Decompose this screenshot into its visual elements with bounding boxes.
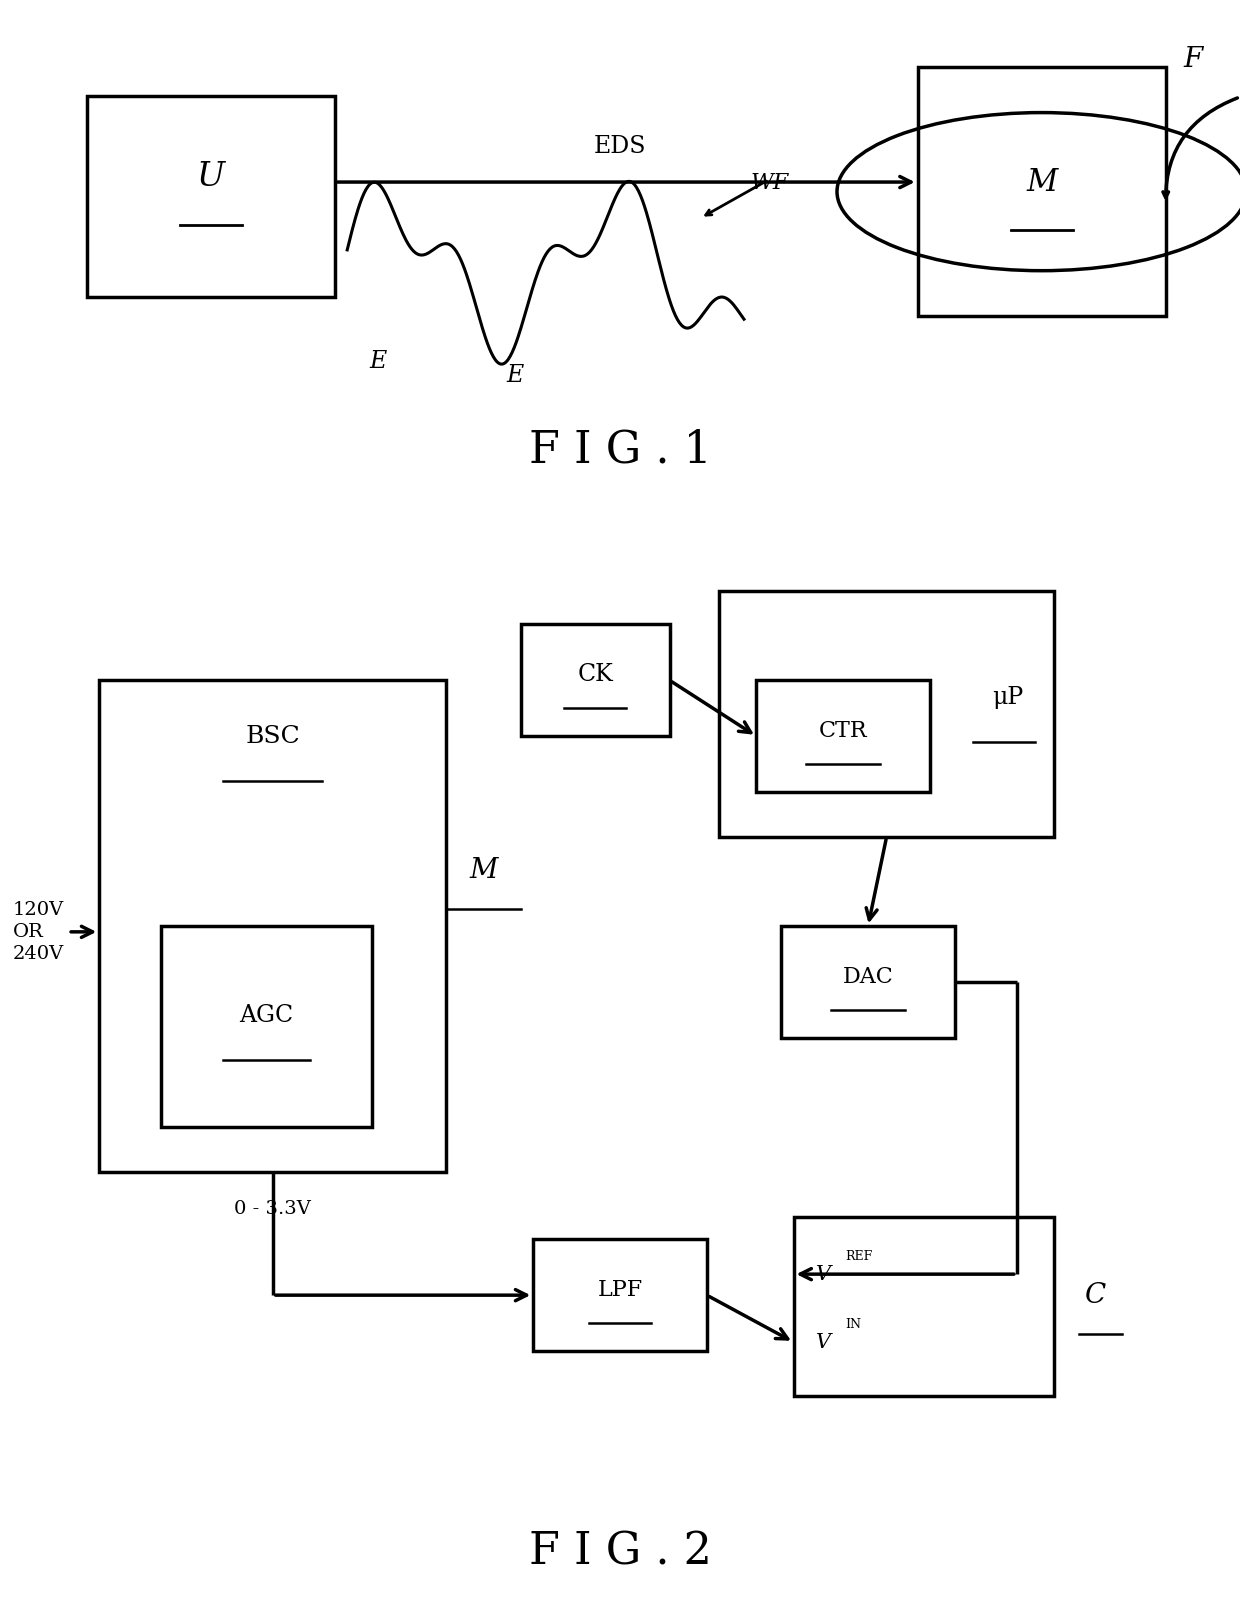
Text: 120V
OR
240V: 120V OR 240V: [12, 901, 63, 963]
Bar: [781, 926, 955, 1038]
Text: C: C: [1085, 1282, 1106, 1308]
Bar: [99, 680, 446, 1172]
Text: 0 - 3.3V: 0 - 3.3V: [234, 1201, 311, 1219]
Text: BSC: BSC: [246, 725, 300, 747]
Text: CTR: CTR: [818, 720, 868, 741]
Bar: [533, 1239, 707, 1351]
Text: LPF: LPF: [598, 1279, 642, 1300]
Text: E: E: [506, 364, 523, 386]
Bar: [87, 96, 335, 297]
Text: F: F: [1183, 46, 1203, 73]
Text: V: V: [816, 1265, 831, 1284]
Text: CK: CK: [578, 663, 613, 687]
Text: M: M: [1025, 166, 1058, 198]
Text: IN: IN: [846, 1318, 862, 1330]
Bar: [161, 926, 372, 1127]
Text: E: E: [370, 350, 387, 372]
Bar: [521, 624, 670, 736]
Text: μP: μP: [992, 685, 1023, 709]
Text: F I G . 2: F I G . 2: [528, 1530, 712, 1575]
Text: EDS: EDS: [594, 136, 646, 158]
Bar: [756, 680, 930, 792]
Bar: [794, 1217, 1054, 1396]
Text: U: U: [197, 161, 224, 193]
Text: WF: WF: [750, 172, 789, 195]
Text: DAC: DAC: [843, 966, 893, 987]
Text: REF: REF: [846, 1250, 873, 1263]
Text: F I G . 1: F I G . 1: [528, 428, 712, 473]
Bar: [719, 591, 1054, 837]
Bar: [918, 67, 1166, 316]
Text: M: M: [470, 858, 497, 883]
Text: AGC: AGC: [239, 1005, 294, 1027]
Text: V: V: [816, 1332, 831, 1351]
